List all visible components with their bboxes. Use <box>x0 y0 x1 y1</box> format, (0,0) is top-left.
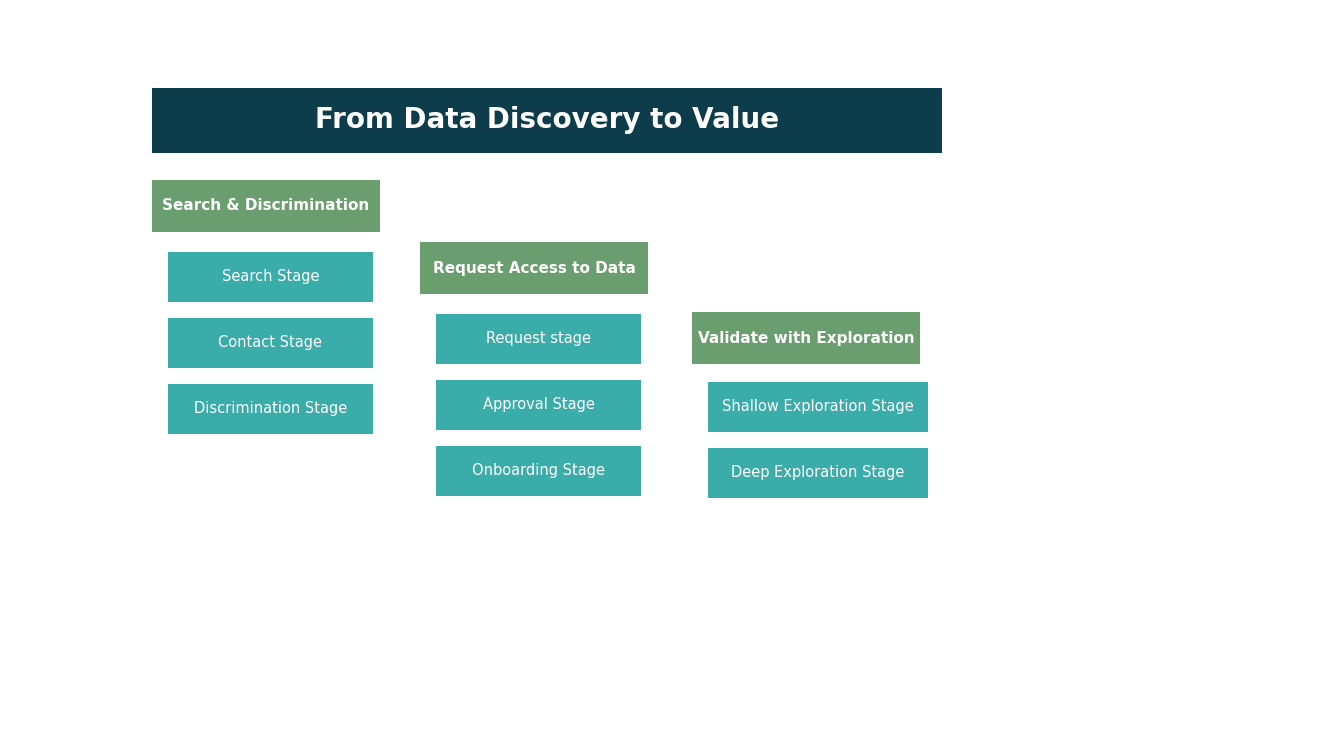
FancyBboxPatch shape <box>436 446 641 496</box>
Text: Search Stage: Search Stage <box>221 269 319 284</box>
Text: Deep Exploration Stage: Deep Exploration Stage <box>731 465 905 480</box>
FancyBboxPatch shape <box>708 448 928 498</box>
Text: Contact Stage: Contact Stage <box>219 336 322 351</box>
FancyBboxPatch shape <box>692 312 920 364</box>
Text: Approval Stage: Approval Stage <box>483 397 594 412</box>
Text: Validate with Exploration: Validate with Exploration <box>697 330 915 345</box>
Text: Search & Discrimination: Search & Discrimination <box>162 198 370 213</box>
Text: Shallow Exploration Stage: Shallow Exploration Stage <box>721 400 913 415</box>
FancyBboxPatch shape <box>708 382 928 432</box>
Text: Discrimination Stage: Discrimination Stage <box>194 401 347 416</box>
FancyBboxPatch shape <box>168 318 373 368</box>
FancyBboxPatch shape <box>420 242 648 294</box>
FancyBboxPatch shape <box>168 384 373 434</box>
FancyBboxPatch shape <box>168 252 373 302</box>
FancyBboxPatch shape <box>436 314 641 364</box>
Text: Request Access to Data: Request Access to Data <box>433 260 636 275</box>
Text: From Data Discovery to Value: From Data Discovery to Value <box>315 106 779 134</box>
FancyBboxPatch shape <box>436 380 641 430</box>
Text: Request stage: Request stage <box>485 332 591 347</box>
FancyBboxPatch shape <box>152 180 380 232</box>
FancyBboxPatch shape <box>152 88 941 153</box>
Text: Onboarding Stage: Onboarding Stage <box>472 464 605 479</box>
